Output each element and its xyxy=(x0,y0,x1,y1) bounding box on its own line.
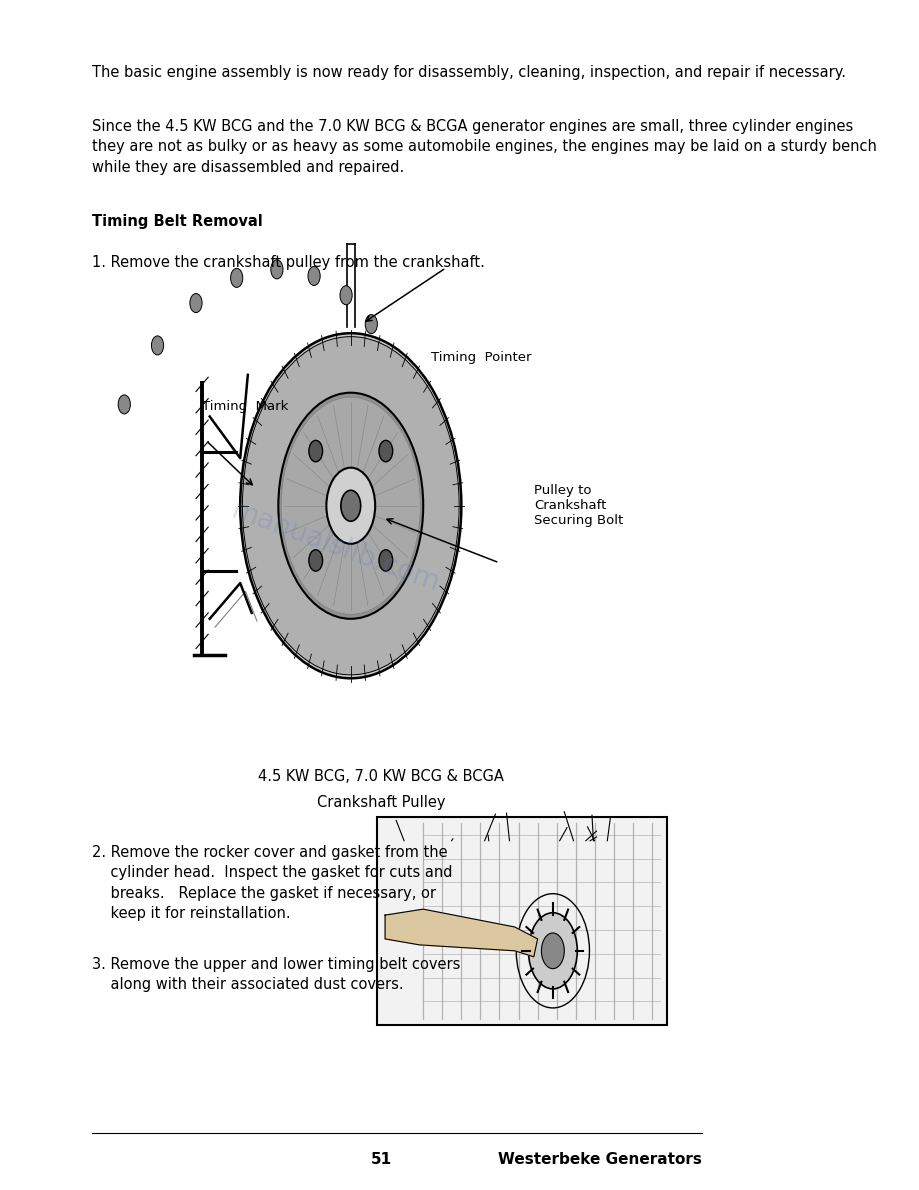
Circle shape xyxy=(379,550,392,571)
Text: Timing  Pointer: Timing Pointer xyxy=(430,351,531,363)
Text: manualslib.com: manualslib.com xyxy=(227,496,443,599)
Circle shape xyxy=(281,397,420,614)
Circle shape xyxy=(309,440,323,462)
Text: Westerbeke Generators: Westerbeke Generators xyxy=(497,1152,701,1167)
Circle shape xyxy=(278,393,423,619)
Text: 2. Remove the rocker cover and gasket from the
    cylinder head.  Inspect the g: 2. Remove the rocker cover and gasket fr… xyxy=(91,845,451,921)
Circle shape xyxy=(118,395,130,414)
Text: 1. Remove the crankshaft pulley from the crankshaft.: 1. Remove the crankshaft pulley from the… xyxy=(91,255,484,270)
Circle shape xyxy=(152,336,164,355)
Circle shape xyxy=(341,490,360,521)
Circle shape xyxy=(340,286,352,305)
Text: Timing Belt Removal: Timing Belt Removal xyxy=(91,214,262,230)
Text: Pulley to
Crankshaft
Securing Bolt: Pulley to Crankshaft Securing Bolt xyxy=(533,484,622,527)
Text: 51: 51 xyxy=(370,1152,391,1167)
Circle shape xyxy=(270,259,283,278)
Circle shape xyxy=(365,314,377,333)
FancyBboxPatch shape xyxy=(377,818,666,1026)
Polygon shape xyxy=(385,909,537,957)
Text: Since the 4.5 KW BCG and the 7.0 KW BCG & BCGA generator engines are small, thre: Since the 4.5 KW BCG and the 7.0 KW BCG … xyxy=(91,119,876,175)
Circle shape xyxy=(242,337,459,675)
Text: Timing  Mark: Timing Mark xyxy=(202,401,289,413)
Text: The basic engine assembly is now ready for disassembly, cleaning, inspection, an: The basic engine assembly is now ready f… xyxy=(91,65,845,81)
Text: 4.5 KW BCG, 7.0 KW BCG & BCGA: 4.5 KW BCG, 7.0 KW BCG & BCGA xyxy=(258,769,504,784)
Circle shape xyxy=(308,267,320,286)
Circle shape xyxy=(379,440,392,462)
Circle shape xyxy=(189,294,202,313)
Circle shape xyxy=(309,550,323,571)
Circle shape xyxy=(528,913,576,989)
Circle shape xyxy=(541,933,563,969)
Text: Crankshaft Pulley: Crankshaft Pulley xyxy=(317,795,445,810)
Text: 3. Remove the upper and lower timing belt covers
    along with their associated: 3. Remove the upper and lower timing bel… xyxy=(91,957,460,992)
Circle shape xyxy=(240,333,460,678)
Circle shape xyxy=(231,269,243,288)
Circle shape xyxy=(326,468,375,544)
